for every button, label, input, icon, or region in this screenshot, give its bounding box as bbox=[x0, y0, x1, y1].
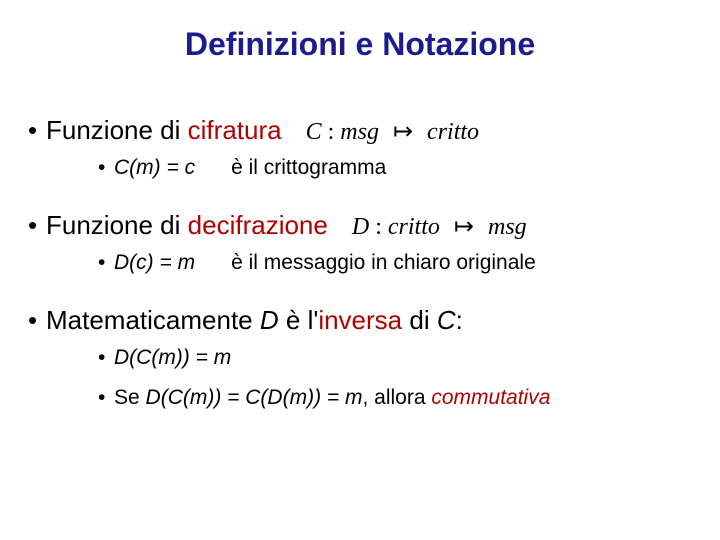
bullet-icon: • bbox=[98, 386, 114, 410]
keyword-inversa: inversa bbox=[318, 305, 402, 335]
text-messaggio: è il messaggio in chiaro originale bbox=[231, 251, 536, 274]
text-prefix: Funzione di bbox=[46, 115, 188, 145]
expr-cm: C(m) = c bbox=[114, 156, 195, 179]
sub-bullet-dc: •D(c) = m è il messaggio in chiaro origin… bbox=[98, 251, 688, 275]
text-prefix: Funzione di bbox=[46, 210, 188, 240]
sub-bullet-commutativa: •Se D(C(m)) = C(D(m)) = m, allora commut… bbox=[98, 386, 688, 410]
bullet-icon: • bbox=[98, 156, 114, 180]
sub-bullet-dcm: •D(C(m)) = m bbox=[98, 346, 688, 370]
colon: : bbox=[456, 305, 463, 335]
map-expr-d: D : critto ↦ msg bbox=[352, 214, 527, 240]
map-expr-c: C : msg ↦ critto bbox=[306, 119, 479, 145]
expr-dcm: D(C(m)) = m bbox=[114, 346, 231, 369]
text-post: di bbox=[402, 305, 437, 335]
bullet-icon: • bbox=[98, 251, 114, 275]
sym-c: C bbox=[437, 305, 456, 335]
bullet-icon: • bbox=[28, 115, 46, 146]
bullet-icon: • bbox=[28, 305, 46, 336]
sub-bullet-cm: •C(m) = c è il crittogramma bbox=[98, 156, 688, 180]
slide-body: •Funzione di cifraturaC : msg ↦ critto •… bbox=[28, 115, 688, 440]
bullet-cifratura: •Funzione di cifratura C : msg ↦ critto bbox=[28, 115, 688, 146]
sym-d: D bbox=[260, 305, 279, 335]
keyword-cifratura: cifratura bbox=[188, 115, 282, 145]
bullet-inversa: •Matematicamente D è l'inversa di C: bbox=[28, 305, 688, 336]
bullet-icon: • bbox=[28, 210, 46, 241]
text-crittogramma: è il crittogramma bbox=[231, 156, 386, 179]
expr-dc: D(c) = m bbox=[114, 251, 195, 274]
keyword-decifrazione: decifrazione bbox=[188, 210, 328, 240]
text-allora: , allora bbox=[362, 386, 431, 409]
text-pre: Matematicamente bbox=[46, 305, 260, 335]
text-se: Se bbox=[114, 386, 146, 409]
slide-title: Definizioni e Notazione bbox=[0, 26, 720, 63]
slide: Definizioni e Notazione •Funzione di cif… bbox=[0, 0, 720, 540]
bullet-decifrazione: •Funzione di decifrazione D : critto ↦ ms… bbox=[28, 210, 688, 241]
text-mid: è l' bbox=[279, 305, 319, 335]
keyword-commutativa: commutativa bbox=[431, 386, 550, 409]
expr-comm: D(C(m)) = C(D(m)) = m bbox=[146, 386, 363, 409]
bullet-icon: • bbox=[98, 346, 114, 370]
